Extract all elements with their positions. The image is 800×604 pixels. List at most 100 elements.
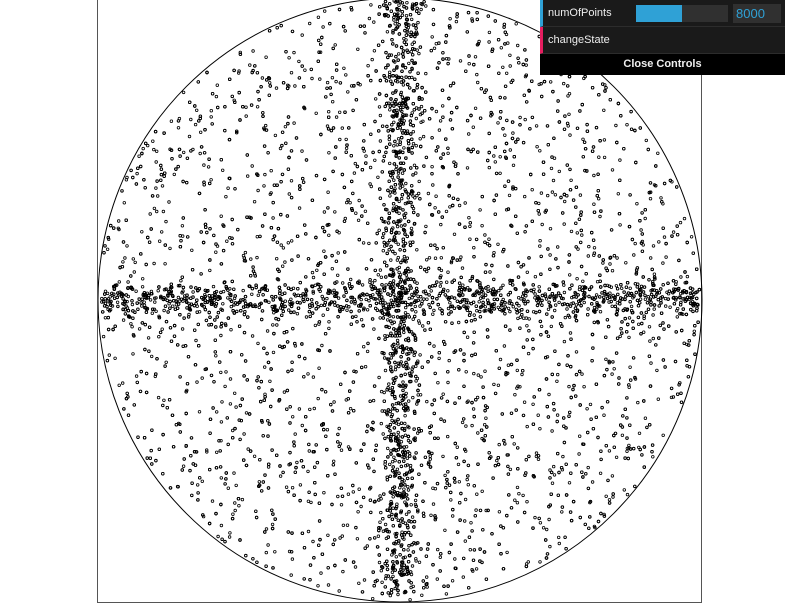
scatter-point bbox=[327, 326, 331, 331]
scatter-point bbox=[316, 584, 320, 588]
scatter-point bbox=[483, 369, 487, 373]
scatter-point bbox=[162, 398, 166, 402]
scatter-point bbox=[176, 126, 181, 130]
scatter-point bbox=[414, 143, 418, 148]
scatter-point bbox=[465, 166, 470, 170]
scatter-point bbox=[425, 258, 429, 262]
scatter-point bbox=[412, 163, 417, 167]
scatter-point bbox=[549, 166, 554, 171]
scatter-point bbox=[547, 392, 551, 397]
scatter-point bbox=[297, 59, 301, 64]
scatter-point bbox=[414, 116, 418, 121]
scatter-point bbox=[417, 191, 421, 196]
scatter-point bbox=[131, 257, 135, 261]
scatter-point bbox=[627, 316, 632, 320]
scatter-point bbox=[131, 352, 135, 356]
scatter-point bbox=[141, 146, 145, 151]
scatter-point bbox=[209, 178, 213, 182]
scatter-point bbox=[376, 534, 381, 538]
scatter-point bbox=[332, 400, 336, 404]
scatter-point bbox=[390, 418, 394, 423]
scatter-point bbox=[449, 498, 453, 502]
scatter-point bbox=[161, 209, 166, 214]
scatter-point bbox=[394, 153, 398, 158]
scatter-point bbox=[382, 390, 386, 395]
scatter-point bbox=[224, 194, 228, 199]
scatter-point bbox=[403, 201, 408, 206]
scatter-point bbox=[651, 313, 655, 317]
scatter-point bbox=[233, 508, 237, 513]
scatter-point bbox=[602, 108, 606, 112]
scatter-point bbox=[339, 503, 344, 507]
scatter-point bbox=[208, 268, 212, 273]
scatter-point bbox=[172, 172, 176, 177]
scatter-point bbox=[153, 300, 157, 304]
scatter-point bbox=[447, 57, 451, 61]
scatter-point bbox=[215, 83, 219, 87]
scatter-point bbox=[664, 304, 668, 308]
scatter-point bbox=[325, 296, 329, 301]
scatter-point bbox=[211, 284, 216, 289]
scatter-point bbox=[321, 25, 325, 29]
scatter-point bbox=[415, 376, 420, 381]
scatter-point bbox=[452, 232, 457, 236]
scatter-point bbox=[246, 447, 250, 451]
scatter-point bbox=[237, 504, 241, 508]
scatter-point bbox=[433, 256, 438, 260]
scatter-point bbox=[338, 137, 342, 142]
scatter-point bbox=[314, 111, 318, 115]
scatter-point bbox=[333, 210, 337, 214]
scatter-point bbox=[170, 304, 175, 308]
scatter-point bbox=[394, 167, 398, 172]
scatter-point bbox=[496, 121, 500, 125]
scatter-point bbox=[372, 20, 376, 24]
scatter-point bbox=[195, 380, 199, 384]
scatter-point bbox=[249, 257, 253, 261]
scatter-point bbox=[537, 285, 541, 289]
scatter-point bbox=[463, 201, 467, 205]
scatter-point bbox=[586, 254, 590, 258]
scatter-point bbox=[271, 350, 276, 355]
scatter-point bbox=[581, 279, 585, 283]
scatter-point bbox=[512, 442, 516, 446]
scatter-point bbox=[413, 502, 418, 507]
scatter-point bbox=[448, 301, 452, 305]
scatter-point bbox=[100, 300, 104, 304]
scatter-point bbox=[421, 134, 426, 139]
scatter-point bbox=[282, 390, 287, 394]
scatter-point bbox=[295, 312, 300, 316]
scatter-point bbox=[398, 323, 402, 327]
scatter-point bbox=[470, 423, 474, 428]
scatter-point bbox=[517, 296, 521, 300]
scatter-point bbox=[141, 277, 145, 281]
scatter-point bbox=[540, 222, 544, 227]
scatter-point bbox=[562, 222, 566, 226]
scatter-point bbox=[592, 524, 597, 529]
scatter-point bbox=[414, 310, 418, 314]
scatter-point bbox=[505, 550, 509, 555]
scatter-point bbox=[157, 335, 161, 339]
scatter-point bbox=[508, 467, 513, 472]
scatter-point bbox=[492, 382, 496, 387]
scatter-point bbox=[306, 372, 310, 376]
scatter-point bbox=[517, 304, 521, 308]
scatter-point bbox=[140, 285, 145, 289]
scatter-point bbox=[289, 179, 294, 183]
scatter-point bbox=[245, 174, 250, 178]
scatter-point bbox=[592, 173, 596, 178]
scatter-point bbox=[255, 105, 260, 109]
scatter-point bbox=[562, 290, 567, 295]
scatter-point bbox=[344, 137, 348, 142]
scatter-point bbox=[470, 274, 475, 279]
scatter-point bbox=[402, 487, 406, 491]
scatter-point bbox=[441, 392, 445, 396]
scatter-point bbox=[225, 239, 229, 243]
scatter-point bbox=[546, 307, 551, 311]
scatter-point bbox=[178, 283, 182, 288]
scatter-point bbox=[468, 224, 472, 229]
scatter-point bbox=[156, 194, 160, 198]
scatter-point bbox=[403, 311, 408, 315]
scatter-point bbox=[340, 307, 345, 311]
scatter-point bbox=[370, 57, 374, 62]
scatter-point bbox=[337, 110, 342, 114]
